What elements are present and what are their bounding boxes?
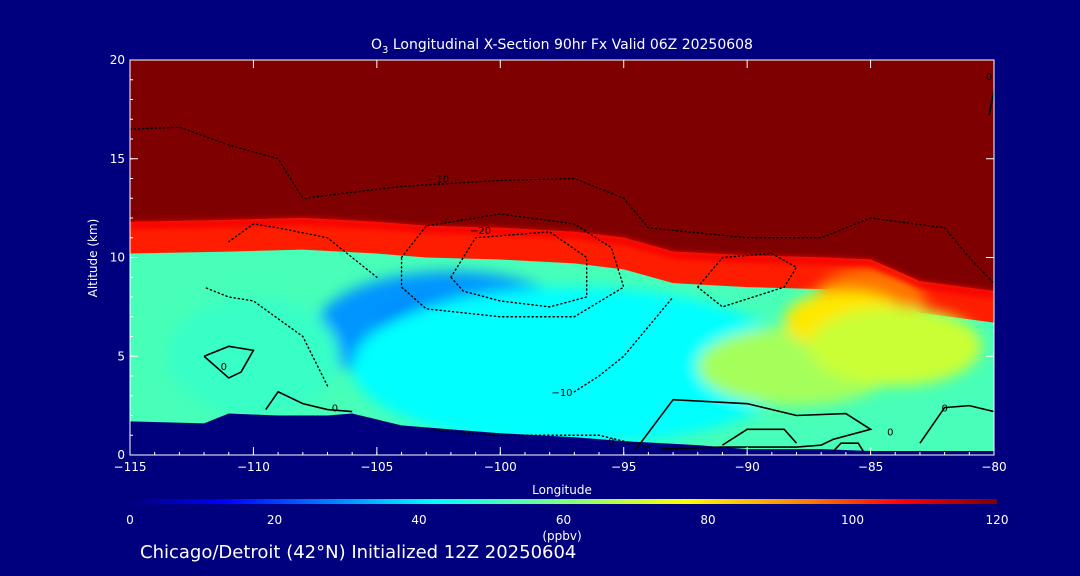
colorbar-ramp — [130, 499, 997, 504]
contour-line-negative — [130, 126, 994, 284]
contour-label: 0 — [941, 404, 947, 415]
contour-label: 0 — [887, 427, 893, 438]
colorbar-ticks: 0 20 40 60 80 100 120 — [126, 513, 1008, 527]
chart-title: O3 Longitudinal X-Section 90hr Fx Valid … — [371, 37, 753, 56]
contour-line-positive — [919, 404, 994, 444]
contour-label: −10 — [551, 388, 572, 399]
contour-line-negative — [425, 428, 650, 448]
y-tick-label: 10 — [110, 251, 125, 265]
x-tick-label: −100 — [484, 460, 517, 474]
x-tick-label: −85 — [858, 460, 883, 474]
contour-label: 0 — [608, 437, 614, 448]
x-axis-label: Longitude — [532, 483, 592, 497]
colorbar-tick-label: 60 — [556, 513, 571, 527]
stratosphere-fill — [130, 60, 994, 292]
run-caption: Chicago/Detroit (42°N) Initialized 12Z 2… — [140, 542, 577, 563]
y-tick-label: 20 — [110, 53, 125, 67]
x-tick-label: −80 — [981, 460, 1006, 474]
y-tick-label: 0 — [117, 448, 125, 462]
contour-lines — [130, 86, 994, 452]
x-tick-label: −90 — [734, 460, 759, 474]
colorbar-tick-label: 20 — [267, 513, 282, 527]
contour-line-positive — [722, 428, 798, 446]
ozone-anomaly — [167, 297, 340, 416]
tropopause-fringe — [130, 218, 994, 298]
y-tick-label: 5 — [117, 349, 125, 363]
x-tick-label: −95 — [611, 460, 636, 474]
contour-label: −10 — [428, 174, 449, 185]
colorbar-tick-label: 100 — [841, 513, 864, 527]
contour-line-positive — [203, 345, 255, 379]
x-tick-label: −115 — [114, 460, 147, 474]
contour-label: −20 — [470, 226, 491, 237]
colorbar: 0 20 40 60 80 100 120 (ppbv) — [126, 499, 1008, 543]
contour-line-negative — [400, 213, 625, 318]
contour-label: 0 — [986, 72, 992, 83]
ozone-anomaly — [352, 287, 797, 446]
y-axis-label: Altitude (km) — [86, 219, 100, 298]
contour-label: 0 — [221, 362, 227, 373]
contour-line-positive — [832, 442, 864, 452]
stratosphere-layer — [130, 60, 994, 298]
contour-line-negative — [450, 231, 588, 308]
colorbar-tick-label: 80 — [700, 513, 715, 527]
x-tick-label: −110 — [237, 460, 270, 474]
ozone-anomaly — [808, 306, 982, 386]
terrain-mask — [130, 413, 994, 455]
ozone-anomalies — [167, 267, 982, 446]
y-tick-label: 15 — [110, 152, 125, 166]
contour-label: 0 — [332, 404, 338, 415]
contour-line-negative — [697, 252, 798, 308]
contour-line-negative — [228, 223, 378, 278]
plot-area: 0 0 0 0 0 0 −10 −10 −20 — [130, 60, 994, 455]
contour-line-positive — [265, 390, 353, 413]
x-tick-label: −105 — [360, 460, 393, 474]
colorbar-tick-label: 40 — [411, 513, 426, 527]
contour-line-positive — [635, 398, 873, 450]
colorbar-tick-label: 0 — [126, 513, 134, 527]
colorbar-tick-label: 120 — [986, 513, 1009, 527]
contour-line-positive — [988, 86, 994, 116]
colorbar-unit-label: (ppbv) — [542, 529, 581, 543]
contour-labels: 0 0 0 0 0 0 −10 −10 −20 — [221, 72, 993, 448]
